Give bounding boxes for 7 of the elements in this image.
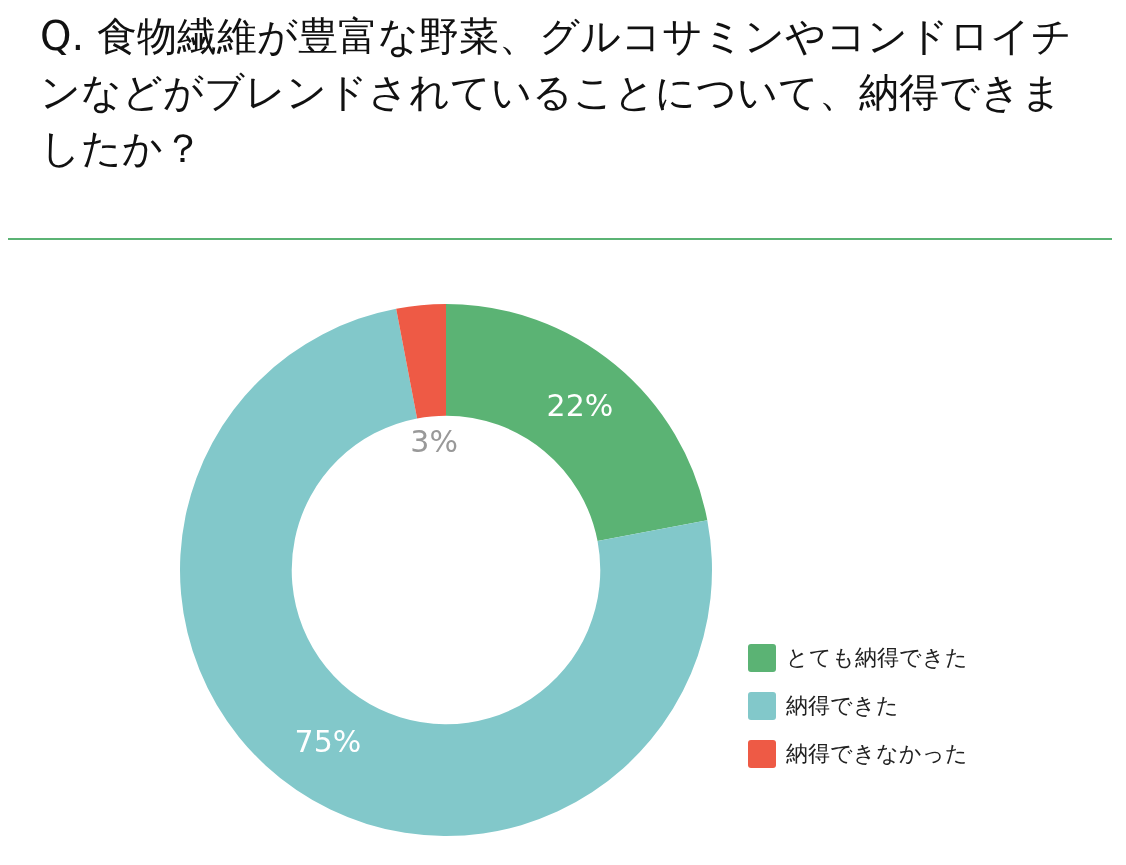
data-label: 3% xyxy=(410,424,458,460)
legend-label: とても納得できた xyxy=(786,644,968,672)
legend-label: 納得できた xyxy=(786,692,899,720)
legend-label: 納得できなかった xyxy=(786,740,968,768)
data-label: 75% xyxy=(294,723,362,759)
chart-title: Q. 食物繊維が豊富な野菜、グルコサミンやコンドロイチンなどがブレンドされていることについて、納得できましたか？ xyxy=(40,12,1073,173)
data-label: 22% xyxy=(546,387,614,423)
